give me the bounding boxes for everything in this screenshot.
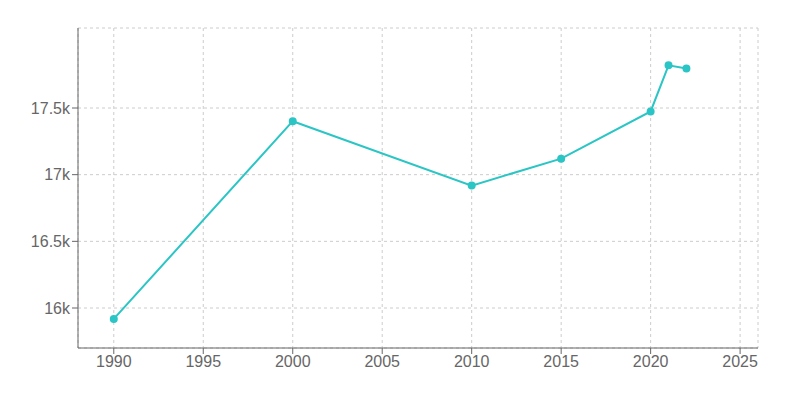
svg-text:2010: 2010 xyxy=(454,353,490,370)
svg-text:17.5k: 17.5k xyxy=(31,100,71,117)
svg-text:1990: 1990 xyxy=(96,353,132,370)
svg-text:2025: 2025 xyxy=(722,353,758,370)
svg-text:17k: 17k xyxy=(44,166,71,183)
svg-text:16.5k: 16.5k xyxy=(31,233,71,250)
svg-text:2000: 2000 xyxy=(275,353,311,370)
svg-text:2015: 2015 xyxy=(543,353,579,370)
svg-text:16k: 16k xyxy=(44,300,71,317)
svg-text:2020: 2020 xyxy=(633,353,669,370)
svg-text:1995: 1995 xyxy=(185,353,221,370)
svg-text:2005: 2005 xyxy=(364,353,400,370)
